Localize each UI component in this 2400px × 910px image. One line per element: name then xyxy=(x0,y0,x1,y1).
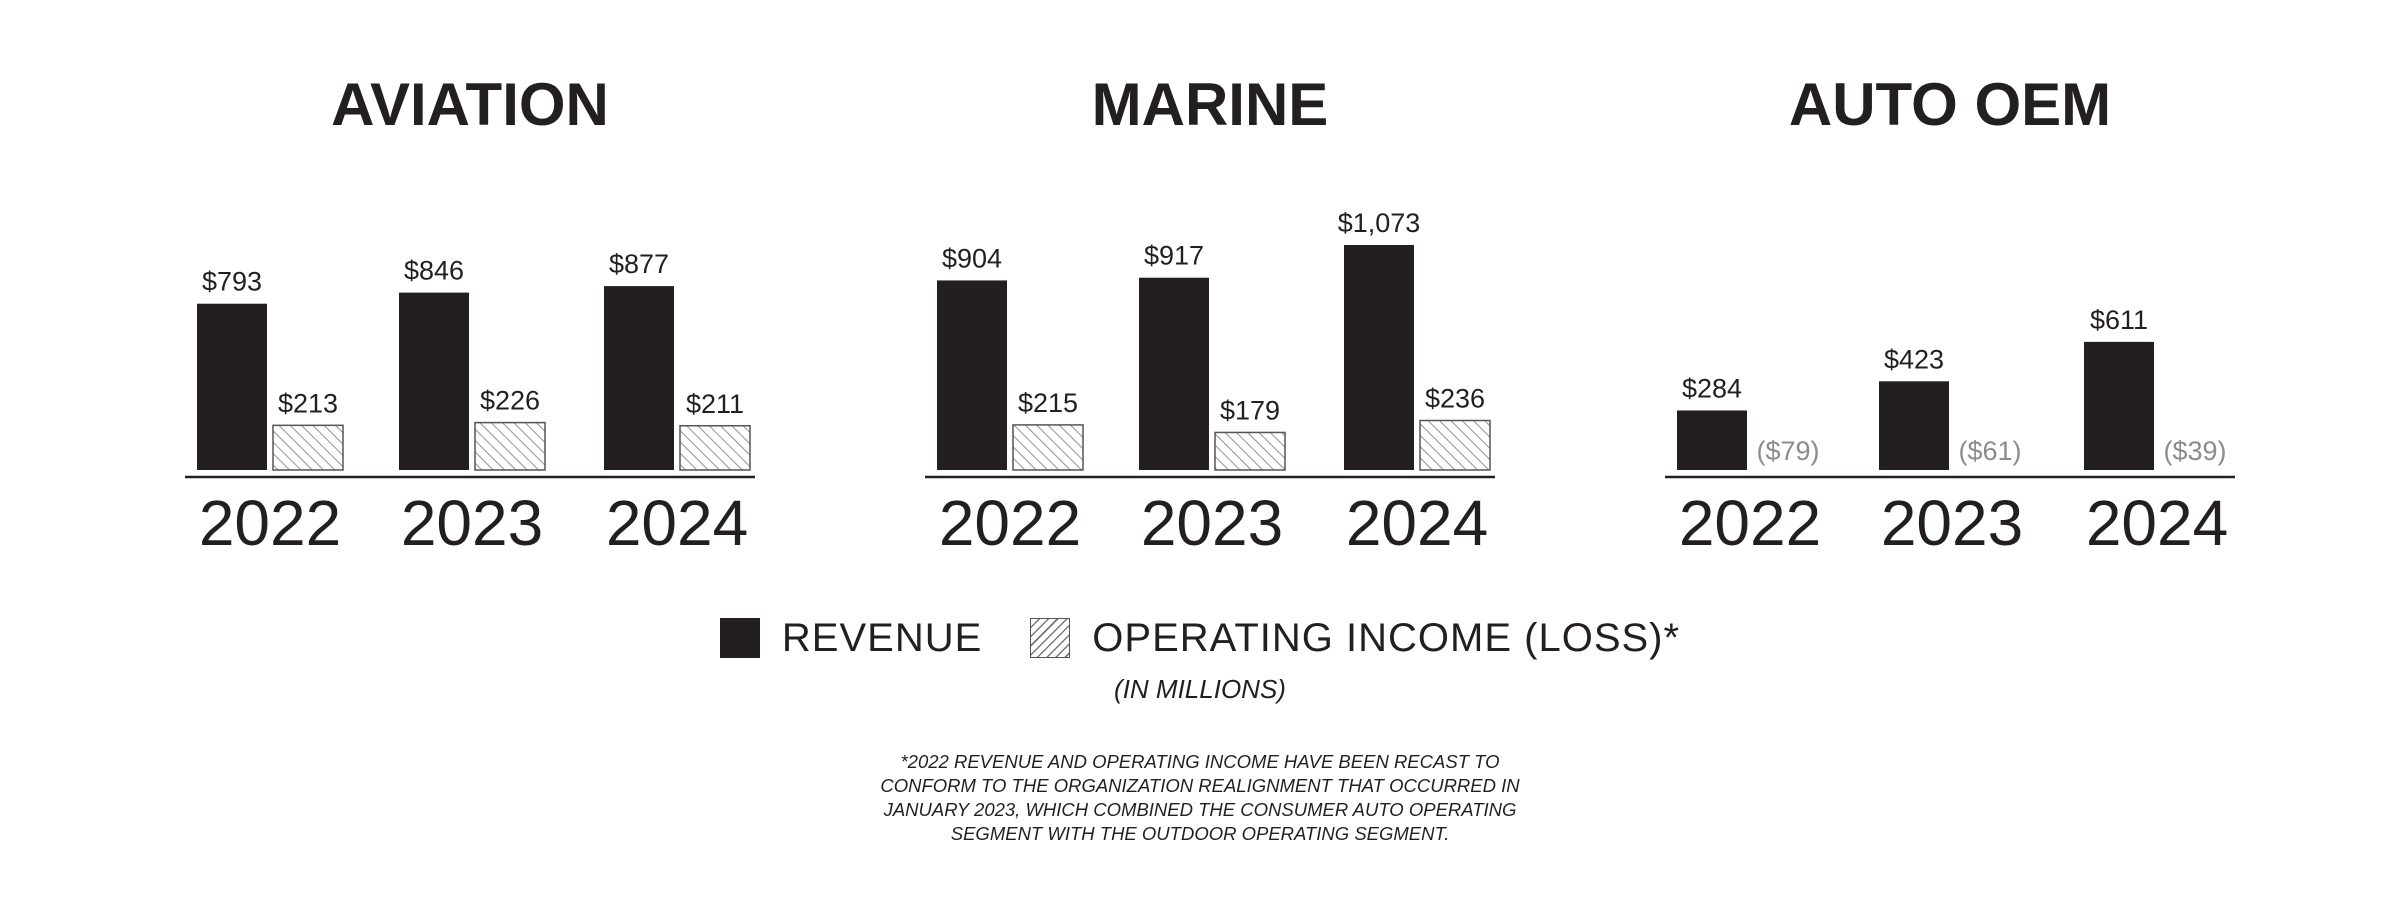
year-tick-label: 2024 xyxy=(1346,487,1488,559)
operating-income-value-label: $213 xyxy=(278,388,338,418)
footnote: *2022 REVENUE AND OPERATING INCOME HAVE … xyxy=(820,750,1580,846)
revenue-bar xyxy=(1879,381,1949,470)
operating-income-bar xyxy=(679,425,751,471)
year-tick-label: 2023 xyxy=(1141,487,1283,559)
footnote-line: SEGMENT WITH THE OUTDOOR OPERATING SEGME… xyxy=(950,823,1450,844)
revenue-bar xyxy=(937,280,1007,470)
operating-income-value-label: $236 xyxy=(1425,384,1485,414)
revenue-value-label: $877 xyxy=(609,249,669,279)
operating-income-bar xyxy=(1419,419,1491,471)
year-tick-label: 2022 xyxy=(1679,487,1821,559)
revenue-bar xyxy=(399,292,469,470)
legend-revenue: REVENUE xyxy=(719,615,983,661)
revenue-value-label: $917 xyxy=(1144,241,1204,271)
chart-panel: MARINE $904 $215 2022 $917 $179 2023 $1,073 $236… xyxy=(925,71,1495,559)
revenue-bar xyxy=(2084,341,2154,470)
chart-title: AVIATION xyxy=(331,71,609,138)
revenue-bar xyxy=(1677,410,1747,470)
legend-operating-income-label: OPERATING INCOME (LOSS)* xyxy=(1092,615,1681,660)
operating-loss-value-label: ($79) xyxy=(1756,436,1819,466)
revenue-value-label: $904 xyxy=(942,243,1002,273)
footnote-line: CONFORM TO THE ORGANIZATION REALIGNMENT … xyxy=(880,775,1520,796)
year-tick-label: 2022 xyxy=(199,487,341,559)
chart-panel: AVIATION $793 $213 2022 $846 $226 2023 $877 $211… xyxy=(185,71,755,559)
operating-income-swatch xyxy=(1030,618,1071,658)
legend-revenue-label: REVENUE xyxy=(781,615,983,660)
legend: REVENUE OPERATING INCOME (LOSS)* xyxy=(0,606,2400,670)
operating-income-value-label: $215 xyxy=(1018,388,1078,418)
operating-loss-value-label: ($39) xyxy=(2163,436,2226,466)
operating-income-value-label: $179 xyxy=(1220,395,1280,425)
units-note: (IN MILLIONS) xyxy=(1114,674,1286,704)
operating-income-bar xyxy=(1012,424,1084,471)
legend-operating-income: OPERATING INCOME (LOSS)* xyxy=(1030,616,1680,661)
segment-charts: AVIATION $793 $213 2022 $846 $226 2023 $877 $211… xyxy=(185,71,2235,559)
revenue-bar xyxy=(197,303,267,470)
revenue-value-label: $793 xyxy=(202,267,262,297)
operating-income-bar xyxy=(1214,431,1286,471)
revenue-bar xyxy=(604,286,674,470)
year-tick-label: 2023 xyxy=(1881,487,2023,559)
chart-title: MARINE xyxy=(1092,71,1329,138)
revenue-value-label: $284 xyxy=(1682,373,1742,403)
operating-loss-value-label: ($61) xyxy=(1958,436,2021,466)
revenue-value-label: $846 xyxy=(404,256,464,286)
chart-panel: AUTO OEM $284 ($79) 2022 $423 ($61) 2023 $611 ($… xyxy=(1665,71,2235,559)
revenue-swatch xyxy=(719,618,760,658)
operating-income-bar xyxy=(272,424,344,471)
footnote-line: JANUARY 2023, WHICH COMBINED THE CONSUME… xyxy=(883,799,1517,820)
revenue-value-label: $423 xyxy=(1884,344,1944,374)
operating-income-bar xyxy=(474,421,546,471)
year-tick-label: 2024 xyxy=(2086,487,2228,559)
year-tick-label: 2022 xyxy=(939,487,1081,559)
revenue-bar xyxy=(1344,244,1414,470)
chart-title: AUTO OEM xyxy=(1789,71,2111,138)
year-tick-label: 2024 xyxy=(606,487,748,559)
year-tick-label: 2023 xyxy=(401,487,543,559)
operating-income-value-label: $211 xyxy=(686,389,744,419)
operating-income-value-label: $226 xyxy=(480,386,540,416)
revenue-value-label: $1,073 xyxy=(1338,208,1421,238)
revenue-value-label: $611 xyxy=(2090,305,2148,335)
footnote-line: *2022 REVENUE AND OPERATING INCOME HAVE … xyxy=(900,751,1500,772)
revenue-bar xyxy=(1139,277,1209,470)
